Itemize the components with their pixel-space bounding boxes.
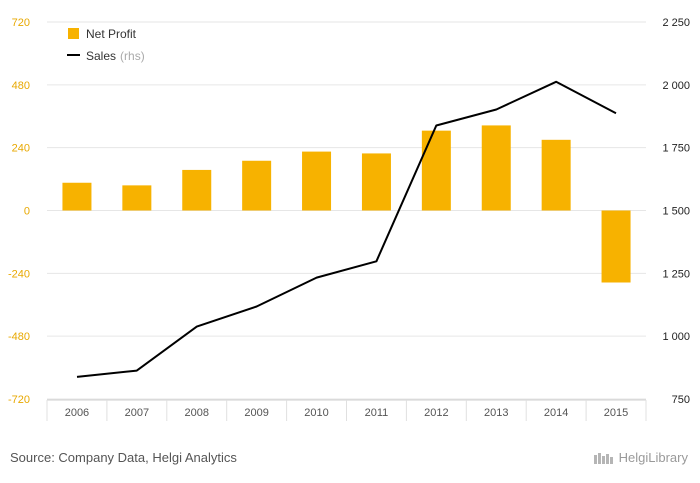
x-tick-label: 2014 [544, 407, 568, 419]
line-layer [76, 80, 617, 378]
y-right-tick-label: 1 750 [662, 143, 690, 155]
y-right-tick-label: 2 000 [662, 80, 690, 92]
bar-net-profit [122, 185, 152, 211]
chart-svg: 720 480 240 0 -240 -480 -720 2 250 2 000 1 750 1 5… [8, 17, 690, 421]
y-left-tick-label: 240 [12, 143, 30, 155]
bar-net-profit [541, 139, 571, 211]
bar-net-profit [361, 153, 391, 211]
x-tick-label: 2008 [185, 407, 209, 419]
library-logo-icon [593, 452, 613, 464]
bar-net-profit [481, 125, 511, 211]
legend-label-sales: Sales [86, 49, 116, 63]
y-left-tick-label: -240 [8, 268, 30, 280]
bar-net-profit [182, 169, 212, 211]
legend-label-sales-rhs: (rhs) [120, 49, 145, 63]
bars-layer [62, 125, 631, 283]
legend: Net Profit Sales (rhs) [67, 27, 145, 63]
y-left-tick-label: 480 [12, 80, 30, 92]
bar-net-profit [421, 130, 451, 211]
bar-net-profit [242, 160, 272, 211]
line-sales [76, 80, 617, 378]
y-right-tick-label: 1 500 [662, 206, 690, 218]
bar-net-profit [302, 151, 332, 211]
bar-net-profit [62, 182, 92, 211]
x-tick-label: 2013 [484, 407, 508, 419]
x-tick-label: 2012 [424, 407, 448, 419]
y-right-tick-label: 750 [672, 394, 690, 406]
x-tick-label: 2010 [304, 407, 328, 419]
y-right-tick-label: 1 250 [662, 268, 690, 280]
y-left-tick-label: -480 [8, 331, 30, 343]
y-left-tick-label: 720 [12, 17, 30, 29]
x-tick-label: 2015 [604, 407, 628, 419]
source-note: Source: Company Data, Helgi Analytics [10, 450, 237, 465]
bar-net-profit [601, 210, 631, 283]
legend-swatch-net-profit [68, 28, 79, 39]
x-tick-label: 2009 [244, 407, 268, 419]
axis-layer: 720 480 240 0 -240 -480 -720 2 250 2 000 1 750 1 5… [8, 17, 690, 421]
logo-wordmark: HelgiLibrary [618, 450, 688, 465]
x-tick-label: 2007 [125, 407, 149, 419]
y-right-tick-label: 1 000 [662, 331, 690, 343]
x-tick-label: 2006 [65, 407, 89, 419]
legend-label-net-profit: Net Profit [86, 27, 137, 41]
legend-label-sales-group: Sales (rhs) [86, 49, 145, 63]
helgi-library-logo: HelgiLibrary [593, 450, 688, 465]
y-left-tick-label: -720 [8, 394, 30, 406]
x-tick-label: 2011 [365, 407, 389, 419]
y-right-tick-label: 2 250 [662, 17, 690, 29]
y-left-tick-label: 0 [24, 206, 30, 218]
